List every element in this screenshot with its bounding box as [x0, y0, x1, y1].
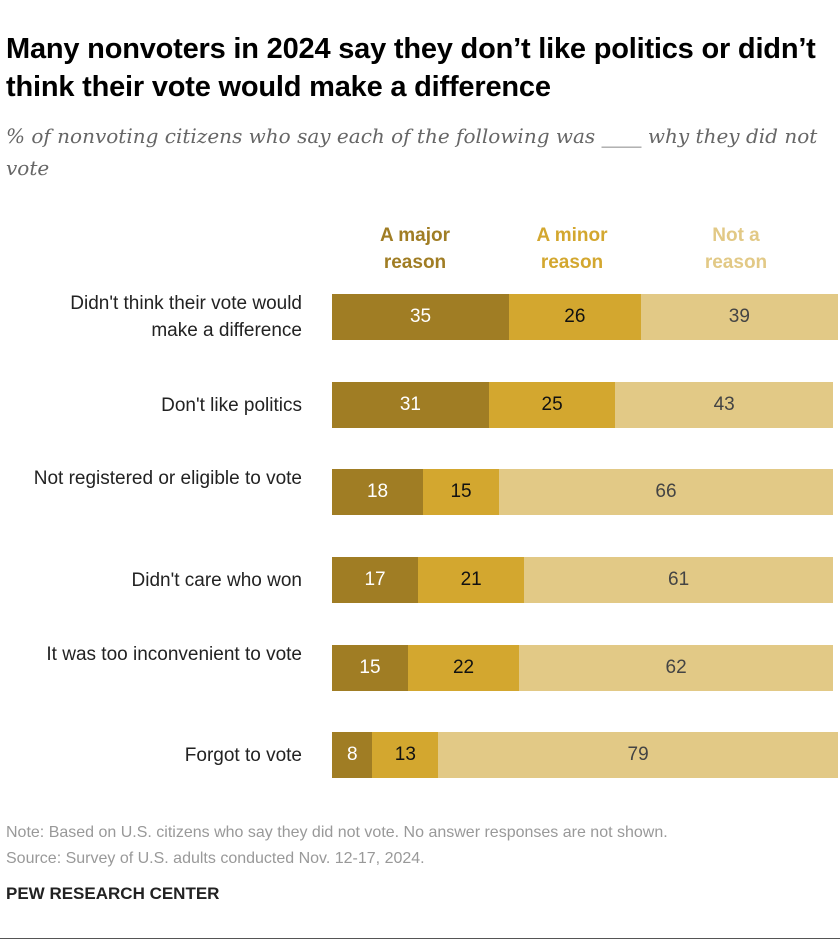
data-label: 13: [394, 744, 416, 765]
bar-segment: 17: [332, 557, 419, 603]
category-label: Not registered or eligible to vote: [33, 468, 302, 489]
data-label: 15: [359, 657, 381, 678]
bar-segment: 22: [407, 645, 520, 691]
bar-segment: 43: [615, 382, 833, 428]
bar-segment: 21: [418, 557, 525, 603]
data-label: 25: [541, 394, 563, 415]
legend-a-major-reason: A major reason: [379, 225, 451, 273]
category-label: Don't like politics: [161, 394, 302, 416]
source-text: Source: Survey of U.S. adults conducted …: [6, 850, 425, 867]
bar-segment: 66: [498, 469, 833, 515]
bar-segment: 39: [640, 294, 838, 340]
data-label: 61: [668, 569, 690, 590]
data-label: 43: [713, 394, 735, 415]
category-label: Forgot to vote: [184, 744, 302, 766]
bar-segment: 25: [488, 382, 616, 428]
chart-subtitle: % of nonvoting citizens who say each of …: [6, 124, 818, 180]
category-label: It was too inconvenient to vote: [46, 644, 302, 665]
data-label: 18: [366, 481, 389, 502]
bar-segment: 61: [524, 557, 833, 603]
bar-segment: 35: [332, 294, 510, 340]
data-label: 17: [364, 569, 386, 590]
bottom-rule: [0, 938, 840, 939]
bar-segment: 79: [438, 732, 838, 778]
chart-title: Many nonvoters in 2024 say they don’t li…: [6, 33, 816, 103]
data-label: 8: [346, 744, 358, 765]
category-label: Didn't care who won: [131, 569, 303, 591]
brand-logo-text: PEW RESEARCH CENTER: [6, 884, 220, 903]
bar-segment: 13: [372, 732, 439, 778]
data-label: 39: [728, 306, 750, 327]
legend-not-a-reason: Not a reason: [704, 225, 768, 273]
bar-segment: 15: [423, 469, 499, 515]
data-label: 79: [627, 744, 649, 765]
chart-notes: Note: Based on U.S. citizens who say the…: [6, 820, 668, 872]
data-label: 21: [460, 569, 482, 590]
bar-segment: 8: [332, 732, 373, 778]
note-text: Note: Based on U.S. citizens who say the…: [6, 824, 668, 841]
bar-segment: 18: [332, 469, 424, 515]
data-label: 26: [564, 306, 586, 327]
data-label: 22: [452, 657, 475, 678]
legend-a-minor-reason: A minor reason: [536, 225, 608, 273]
bar-segment: 26: [509, 294, 641, 340]
bar-segment: 31: [332, 382, 489, 428]
bar-segment: 15: [332, 645, 408, 691]
data-label: 35: [409, 306, 432, 327]
bar-segment: 62: [519, 645, 833, 691]
data-label: 66: [655, 481, 677, 502]
data-label: 15: [450, 481, 472, 502]
data-label: 62: [665, 657, 687, 678]
data-label: 31: [399, 394, 421, 415]
category-label: Didn't think their vote would make a dif…: [70, 293, 302, 341]
